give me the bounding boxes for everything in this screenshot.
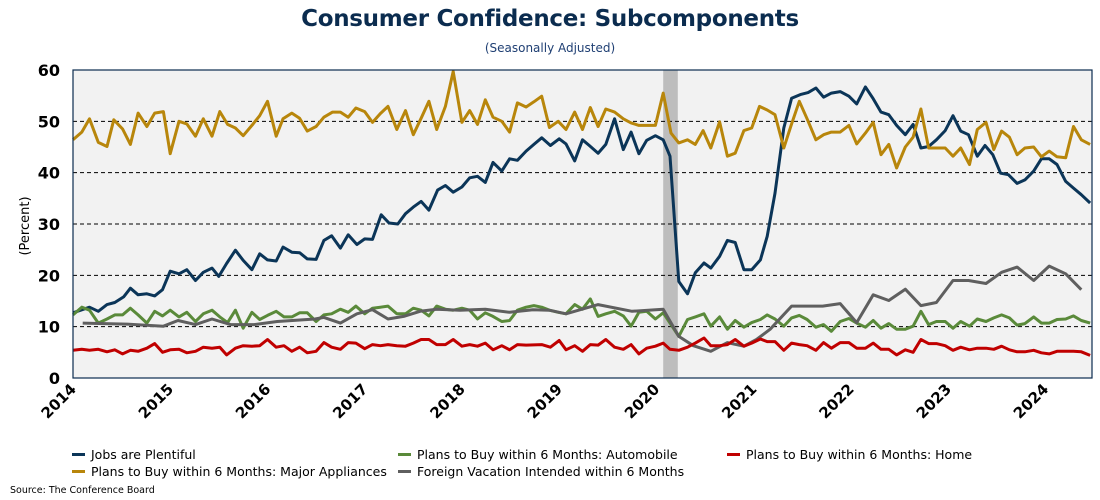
plot-area — [73, 70, 1092, 378]
legend-label: Foreign Vacation Intended within 6 Month… — [417, 464, 685, 479]
y-tick-label: 30 — [38, 215, 60, 234]
chart-title: Consumer Confidence: Subcomponents — [301, 6, 799, 32]
y-axis-ticks: 0 10 20 30 40 50 60 — [38, 61, 60, 388]
x-tick-label: 2020 — [621, 380, 663, 422]
legend-swatch — [398, 453, 411, 456]
x-tick-label: 2019 — [524, 380, 566, 422]
x-tick-label: 2023 — [913, 380, 955, 422]
legend-label: Plans to Buy within 6 Months: Automobile — [417, 447, 678, 462]
legend-label: Jobs are Plentiful — [91, 447, 196, 462]
x-axis-ticks: 2014 2015 2016 2017 2018 2019 2020 2021 2022 2023… — [38, 380, 1053, 422]
legend-item-jobs: Jobs are Plentiful — [72, 447, 196, 462]
series-line-foreign-vacation-intended-within-6-months — [82, 264, 1083, 353]
legend-swatch — [72, 470, 85, 473]
legend-label: Plans to Buy within 6 Months: Major Appl… — [91, 464, 387, 479]
legend-item-home: Plans to Buy within 6 Months: Home — [727, 447, 972, 462]
x-tick-label: 2021 — [718, 380, 760, 422]
series-line-plans-to-buy-within-6-months-home — [72, 336, 1091, 357]
series-line-plans-to-buy-within-6-months-major-appliances — [72, 70, 1091, 170]
x-tick-label: 2024 — [1010, 380, 1052, 422]
series-lines — [72, 70, 1092, 357]
legend-item-appliances: Plans to Buy within 6 Months: Major Appl… — [72, 464, 387, 479]
y-tick-label: 50 — [38, 112, 60, 131]
y-tick-label: 20 — [38, 266, 60, 285]
legend-label: Plans to Buy within 6 Months: Home — [746, 447, 973, 462]
x-tick-label: 2015 — [135, 380, 177, 422]
x-tick-label: 2018 — [427, 380, 469, 422]
x-tick-label: 2016 — [232, 380, 274, 422]
legend-swatch — [398, 470, 411, 473]
legend-item-vacation: Foreign Vacation Intended within 6 Month… — [398, 464, 684, 479]
chart-subtitle: (Seasonally Adjusted) — [484, 41, 616, 55]
y-tick-label: 10 — [38, 318, 60, 337]
series-line-jobs-are-plentiful — [72, 85, 1092, 315]
plot-border — [72, 69, 1093, 379]
legend-item-automobile: Plans to Buy within 6 Months: Automobile — [398, 447, 678, 462]
y-axis-label: (Percent) — [18, 196, 33, 255]
legend-swatch — [727, 453, 740, 456]
x-tick-label: 2017 — [329, 380, 371, 422]
y-tick-label: 60 — [38, 61, 60, 80]
source-note: Source: The Conference Board — [10, 485, 155, 496]
y-tick-label: 0 — [49, 369, 60, 388]
x-tick-label: 2022 — [815, 380, 857, 422]
legend-swatch — [72, 453, 85, 456]
y-tick-label: 40 — [38, 164, 60, 183]
